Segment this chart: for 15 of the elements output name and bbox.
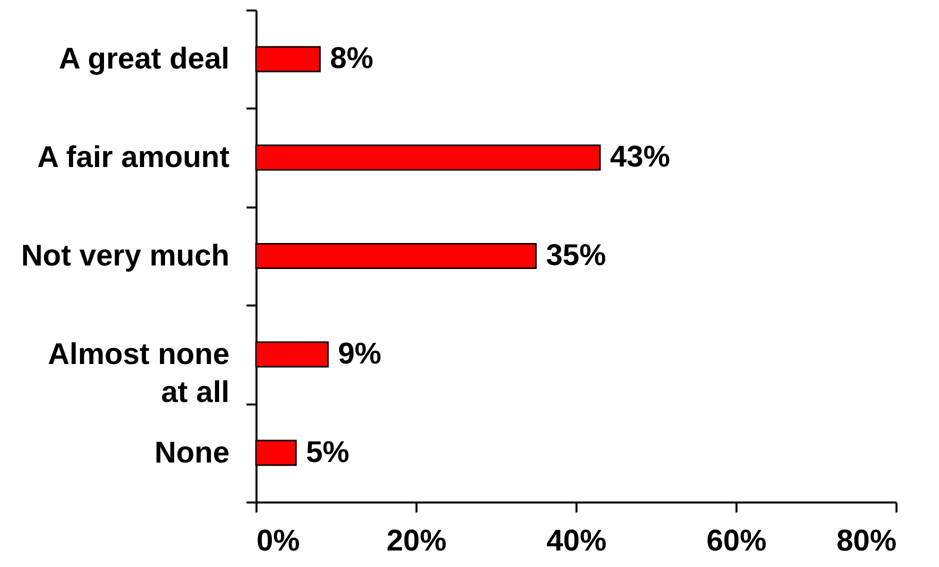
y-tick-label: A great deal bbox=[58, 42, 230, 76]
y-tick-label: Not very much bbox=[21, 240, 230, 272]
data-label: 35% bbox=[546, 239, 606, 272]
x-tick-label: 80% bbox=[836, 524, 896, 558]
x-tick-label: 20% bbox=[386, 524, 447, 558]
data-label: 43% bbox=[610, 140, 670, 174]
y-tick-label: None bbox=[154, 436, 230, 470]
y-tick-label: A fair amount bbox=[37, 141, 230, 174]
x-tick-label: 0% bbox=[256, 524, 300, 558]
data-label: 9% bbox=[338, 337, 382, 370]
data-label: 8% bbox=[330, 42, 374, 76]
x-tick-label: 60% bbox=[706, 524, 767, 558]
y-tick-label: Almost none at all bbox=[48, 338, 230, 409]
data-label: 5% bbox=[306, 436, 350, 469]
x-tick-label: 40% bbox=[546, 524, 607, 558]
